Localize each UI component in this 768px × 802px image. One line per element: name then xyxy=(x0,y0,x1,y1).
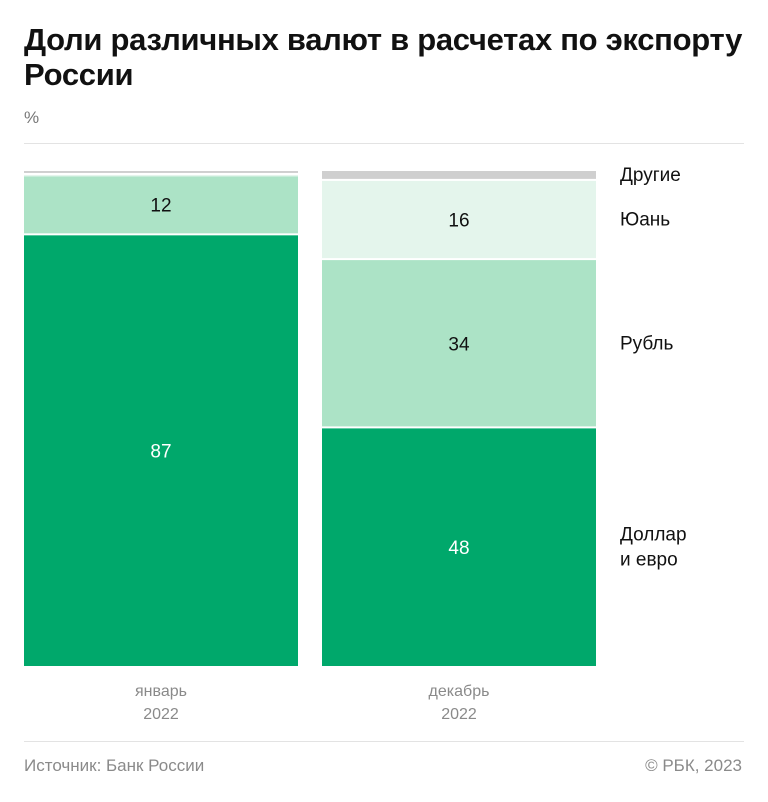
top-divider xyxy=(24,143,744,144)
data-label-доллар-и-евро-1: 87 xyxy=(150,442,171,463)
data-label-юань-2: 16 xyxy=(448,211,469,232)
bar-segment-другие-1 xyxy=(24,171,298,173)
x-tick-label-2-1: декабрь xyxy=(429,683,490,700)
source-note: Источник: Банк России xyxy=(24,756,205,775)
legend-label-другие: Другие xyxy=(620,165,681,186)
data-label-доллар-и-евро-2: 48 xyxy=(448,538,469,559)
unit-label: % xyxy=(24,108,40,127)
legend-label-рубль: Рубль xyxy=(620,333,674,354)
data-label-рубль-2: 34 xyxy=(448,334,470,355)
bar-segment-рубль-1 xyxy=(24,175,298,234)
legend-label-доллар-и-евро-1: Доллар xyxy=(620,525,687,546)
copyright-note: © РБК, 2023 xyxy=(645,756,742,775)
x-tick-label-2-2: 2022 xyxy=(441,706,477,723)
x-tick-label-1-1: январь xyxy=(135,683,187,700)
x-tick-label-1-2: 2022 xyxy=(143,706,179,723)
legend-label-доллар-и-евро-2: и евро xyxy=(620,550,678,571)
bar-segment-юань-2 xyxy=(322,180,596,259)
bar-segment-рубль-2 xyxy=(322,260,596,427)
legend-label-юань: Юань xyxy=(620,210,670,231)
bar-segment-доллар-и-евро-1 xyxy=(24,235,298,666)
bar-segment-доллар-и-евро-2 xyxy=(322,428,596,666)
stacked-bar-chart: 87 12 январь 2022 48 34 16 декабрь 2022 Доллар и е… xyxy=(24,165,687,723)
chart-title: Доли различных валют в расчетах по экспо… xyxy=(24,22,743,92)
bar-segment-другие-2 xyxy=(322,171,596,179)
data-label-рубль-1: 12 xyxy=(150,196,171,217)
bar-segment-юань-1 xyxy=(24,174,298,177)
bottom-divider xyxy=(24,741,744,742)
